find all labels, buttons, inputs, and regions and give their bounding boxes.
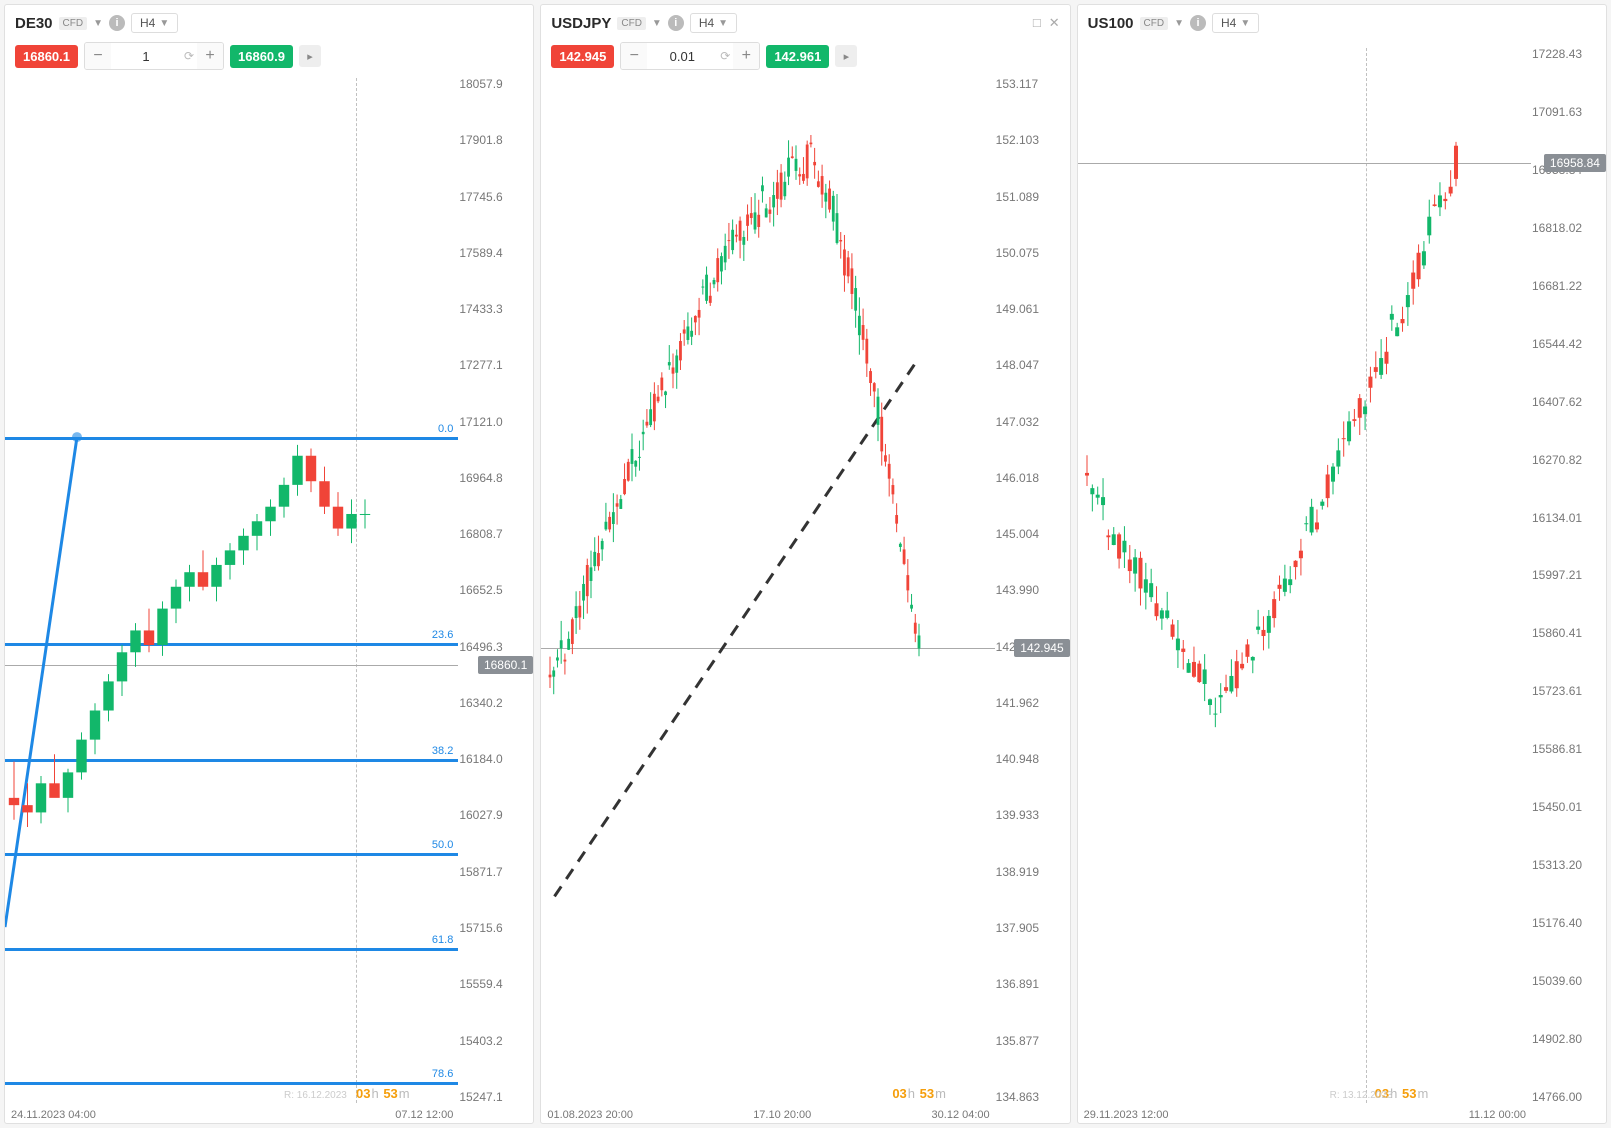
expand-button[interactable]: ▸: [299, 45, 321, 67]
window-controls: □ ✕: [1033, 15, 1060, 31]
quantity-stepper: − 0.01 ⟳ +: [620, 42, 760, 70]
instrument-type-tag: CFD: [617, 17, 646, 30]
symbol-label: DE30: [15, 15, 53, 32]
qty-increment-button[interactable]: +: [733, 43, 759, 69]
symbol-label: US100: [1088, 15, 1134, 32]
timeframe-select[interactable]: H4 ▼: [1212, 13, 1259, 33]
panel-header: US100 CFD ▼ i H4 ▼: [1078, 5, 1606, 42]
timeframe-label: H4: [1221, 16, 1236, 30]
bid-price-badge[interactable]: 16860.1: [15, 45, 78, 68]
bid-price-badge[interactable]: 142.945: [551, 45, 614, 68]
quantity-stepper: − 1 ⟳ +: [84, 42, 224, 70]
info-icon[interactable]: i: [109, 15, 125, 31]
current-price-tag: 16860.1: [478, 656, 533, 674]
qty-value[interactable]: 1: [111, 49, 181, 64]
y-axis-labels: 17228.4317091.6316958.8416818.0216681.22…: [1532, 48, 1602, 1103]
price-row: 16860.1 − 1 ⟳ + 16860.9 ▸: [5, 42, 533, 78]
candlestick-svg: [541, 78, 991, 1101]
timeframe-label: H4: [140, 16, 155, 30]
qty-value[interactable]: 0.01: [647, 49, 717, 64]
symbol-dropdown-icon[interactable]: ▼: [1174, 18, 1184, 29]
cycle-icon[interactable]: ⟳: [717, 48, 733, 64]
x-axis-labels: 24.11.2023 04:0007.12 12:00: [11, 1109, 453, 1121]
x-axis-labels: 01.08.2023 20:0017.10 20:0030.12 04:00: [547, 1109, 989, 1121]
ask-price-badge[interactable]: 142.961: [766, 45, 829, 68]
panel-header: USDJPY CFD ▼ i H4 ▼ □ ✕: [541, 5, 1069, 42]
qty-decrement-button[interactable]: −: [85, 43, 111, 69]
price-row: 142.945 − 0.01 ⟳ + 142.961 ▸: [541, 42, 1069, 78]
instrument-type-tag: CFD: [59, 17, 88, 30]
expand-button[interactable]: ▸: [835, 45, 857, 67]
candlestick-svg: [1078, 48, 1528, 1101]
timeframe-label: H4: [699, 16, 714, 30]
panel-header: DE30 CFD ▼ i H4 ▼: [5, 5, 533, 42]
chart-panel-usdjpy: USDJPY CFD ▼ i H4 ▼ □ ✕ 142.945 − 0.01 ⟳…: [540, 4, 1070, 1124]
current-price-tag: 16958.84: [1544, 154, 1606, 172]
chart-area[interactable]: 153.117152.103151.089150.075149.061148.0…: [541, 78, 1069, 1123]
chart-area[interactable]: 18057.917901.817745.617589.417433.317277…: [5, 78, 533, 1123]
info-icon[interactable]: i: [668, 15, 684, 31]
candlestick-svg: [5, 78, 455, 1101]
timeframe-select[interactable]: H4 ▼: [131, 13, 178, 33]
chevron-down-icon: ▼: [718, 18, 728, 29]
current-price-tag: 142.945: [1014, 639, 1069, 657]
symbol-label: USDJPY: [551, 15, 611, 32]
chevron-down-icon: ▼: [1240, 18, 1250, 29]
chevron-down-icon: ▼: [159, 18, 169, 29]
timeframe-select[interactable]: H4 ▼: [690, 13, 737, 33]
y-axis-labels: 18057.917901.817745.617589.417433.317277…: [459, 78, 529, 1103]
info-icon[interactable]: i: [1190, 15, 1206, 31]
symbol-dropdown-icon[interactable]: ▼: [93, 18, 103, 29]
x-axis-labels: 29.11.2023 12:0011.12 00:00: [1084, 1109, 1526, 1121]
chart-panel-us100: US100 CFD ▼ i H4 ▼ 17228.4317091.6316958…: [1077, 4, 1607, 1124]
close-icon[interactable]: ✕: [1049, 15, 1060, 31]
ask-price-badge[interactable]: 16860.9: [230, 45, 293, 68]
symbol-dropdown-icon[interactable]: ▼: [652, 18, 662, 29]
instrument-type-tag: CFD: [1140, 17, 1169, 30]
y-axis-labels: 153.117152.103151.089150.075149.061148.0…: [996, 78, 1066, 1103]
qty-decrement-button[interactable]: −: [621, 43, 647, 69]
chart-panel-de30: DE30 CFD ▼ i H4 ▼ 16860.1 − 1 ⟳ + 16860.…: [4, 4, 534, 1124]
chart-area[interactable]: 17228.4317091.6316958.8416818.0216681.22…: [1078, 48, 1606, 1123]
maximize-icon[interactable]: □: [1033, 15, 1041, 31]
cycle-icon[interactable]: ⟳: [181, 48, 197, 64]
qty-increment-button[interactable]: +: [197, 43, 223, 69]
